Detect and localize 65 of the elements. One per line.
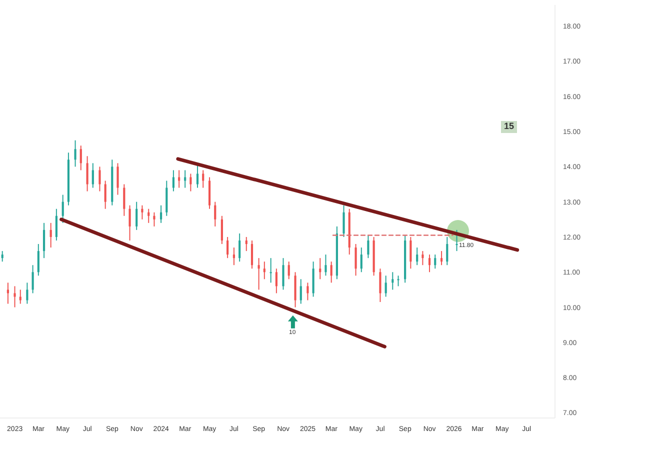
candlestick [275,268,278,294]
candlestick [136,201,138,230]
candlestick [141,204,144,220]
candlestick [416,247,418,266]
candlestick [319,258,322,280]
candlestick [410,236,412,270]
candlestick [330,261,332,284]
candlestick [98,166,101,192]
candlestick [50,222,52,248]
candlestick [434,254,436,270]
candlestick [238,232,241,262]
candlestick [258,258,260,290]
candlestick [116,162,119,196]
candlestick [342,204,345,238]
candlestick [14,286,16,308]
candlestick [74,140,76,168]
candlestick [384,275,387,298]
candlestick [270,258,272,284]
candlestick [360,247,362,273]
candlestick [300,278,302,304]
annotation: 15 [501,121,518,133]
candlestick [19,289,22,304]
candlestick [37,244,40,276]
candlestick [245,236,248,252]
candlestick [80,145,82,171]
candlestick [148,208,150,224]
candlestick [397,275,400,287]
candlestick [172,170,174,192]
candlestick [456,229,458,252]
candlestick [324,254,327,276]
candlestick [153,212,156,227]
candlestick [104,180,106,210]
candlestick [263,261,266,280]
candlestick [422,250,424,266]
candlestick [202,170,204,188]
candlestick [354,244,357,276]
candlestick [32,264,34,294]
candlestick [440,250,443,266]
candlestick [128,204,131,241]
candlestick [92,162,94,188]
candlestick [190,173,192,192]
candlestick [446,236,448,266]
candlestick [1,250,4,262]
candlestick [367,234,370,259]
candlestick [123,184,126,216]
candlestick [178,170,180,188]
candlestick [214,201,216,227]
candlestick [55,208,58,241]
candlestick [250,240,254,270]
candlestick [379,268,382,303]
candlestick [428,254,431,273]
candlestick [392,272,394,290]
candlestick [226,236,229,259]
candlestick [42,222,46,259]
candlestick [86,156,88,192]
candlestick [232,247,236,266]
candlestick [184,170,186,188]
candlestick [160,204,162,224]
candlestick [288,261,290,280]
candlestick [26,282,28,304]
candlestick [62,194,64,224]
candlestick [6,282,9,304]
candlestick [220,215,223,245]
candlestick [282,258,284,290]
candlestick [306,282,309,301]
